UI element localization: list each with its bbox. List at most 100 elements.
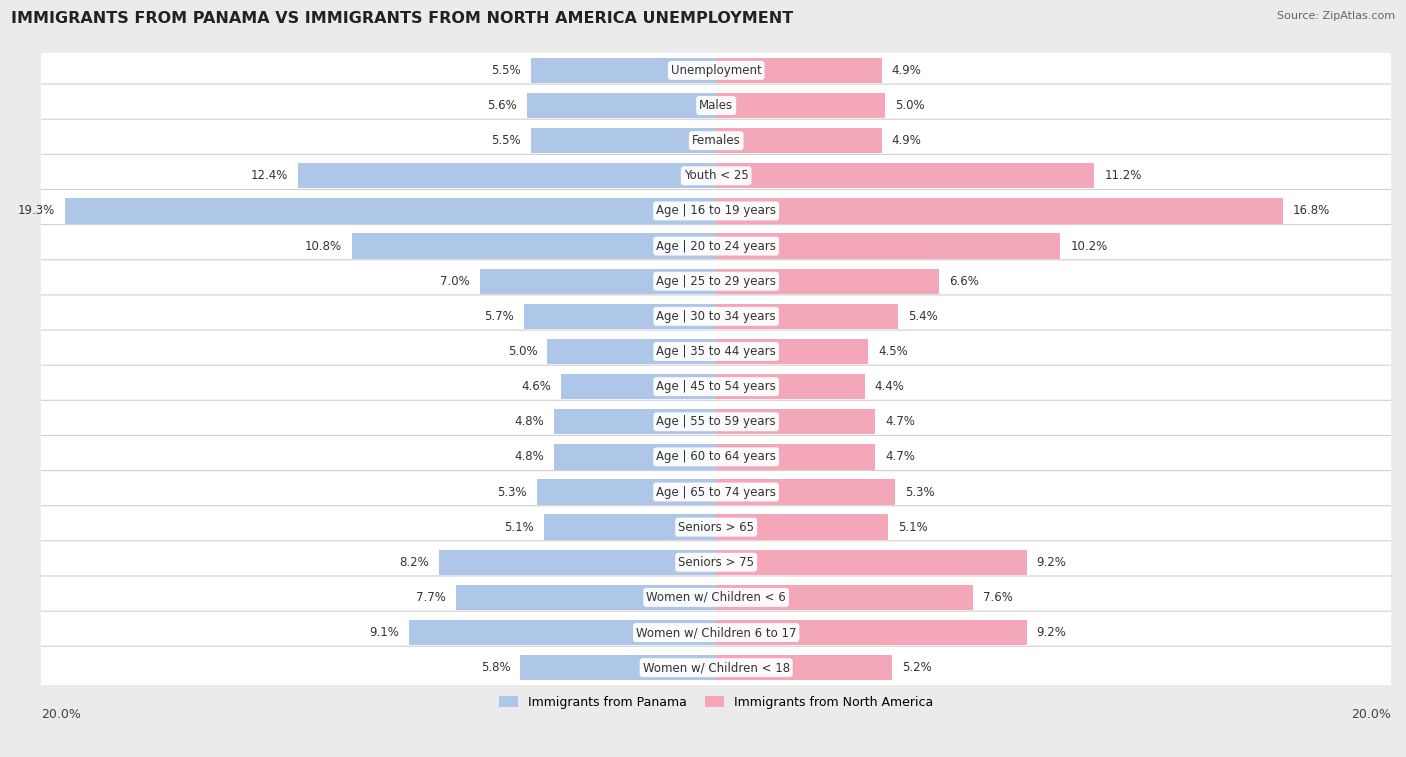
Bar <box>716 444 875 469</box>
FancyBboxPatch shape <box>37 295 1396 338</box>
Text: 4.6%: 4.6% <box>522 380 551 393</box>
Bar <box>716 584 973 610</box>
Text: 5.4%: 5.4% <box>908 310 938 322</box>
Text: 7.6%: 7.6% <box>983 591 1012 604</box>
Text: 5.5%: 5.5% <box>491 134 520 147</box>
Text: 5.7%: 5.7% <box>484 310 513 322</box>
Bar <box>440 550 716 575</box>
Bar <box>716 374 865 399</box>
Text: Age | 55 to 59 years: Age | 55 to 59 years <box>657 416 776 428</box>
Text: 5.1%: 5.1% <box>898 521 928 534</box>
FancyBboxPatch shape <box>37 365 1396 408</box>
Bar <box>409 620 716 645</box>
Text: 4.8%: 4.8% <box>515 450 544 463</box>
Text: 4.9%: 4.9% <box>891 134 921 147</box>
Text: Women w/ Children < 18: Women w/ Children < 18 <box>643 661 790 674</box>
Bar <box>561 374 716 399</box>
FancyBboxPatch shape <box>37 154 1396 198</box>
Bar <box>530 58 716 83</box>
Text: 20.0%: 20.0% <box>1351 708 1391 721</box>
Text: 12.4%: 12.4% <box>250 170 288 182</box>
Bar <box>524 304 716 329</box>
Bar <box>352 233 716 259</box>
FancyBboxPatch shape <box>37 540 1396 584</box>
Text: 5.5%: 5.5% <box>491 64 520 77</box>
Text: Women w/ Children < 6: Women w/ Children < 6 <box>647 591 786 604</box>
FancyBboxPatch shape <box>37 189 1396 232</box>
Text: Age | 60 to 64 years: Age | 60 to 64 years <box>657 450 776 463</box>
Text: 5.0%: 5.0% <box>896 99 925 112</box>
Bar <box>544 515 716 540</box>
Text: 4.7%: 4.7% <box>884 416 915 428</box>
Bar <box>716 58 882 83</box>
Bar <box>716 339 868 364</box>
Text: Seniors > 75: Seniors > 75 <box>678 556 754 569</box>
FancyBboxPatch shape <box>37 471 1396 513</box>
Bar <box>530 128 716 154</box>
Bar <box>554 409 716 435</box>
Bar <box>527 93 716 118</box>
Text: 4.7%: 4.7% <box>884 450 915 463</box>
Text: 5.3%: 5.3% <box>905 485 935 499</box>
Bar <box>716 164 1094 188</box>
Text: 19.3%: 19.3% <box>18 204 55 217</box>
Text: 11.2%: 11.2% <box>1104 170 1142 182</box>
Bar <box>716 128 882 154</box>
Text: 4.4%: 4.4% <box>875 380 904 393</box>
FancyBboxPatch shape <box>37 435 1396 478</box>
Bar <box>716 655 891 681</box>
Text: 5.3%: 5.3% <box>498 485 527 499</box>
Text: Unemployment: Unemployment <box>671 64 762 77</box>
Text: Age | 35 to 44 years: Age | 35 to 44 years <box>657 345 776 358</box>
Text: 10.2%: 10.2% <box>1070 239 1108 253</box>
FancyBboxPatch shape <box>37 611 1396 654</box>
Bar <box>716 93 884 118</box>
Bar <box>554 444 716 469</box>
Text: Age | 16 to 19 years: Age | 16 to 19 years <box>657 204 776 217</box>
Text: Age | 25 to 29 years: Age | 25 to 29 years <box>657 275 776 288</box>
Text: 7.0%: 7.0% <box>440 275 470 288</box>
FancyBboxPatch shape <box>37 330 1396 373</box>
Bar <box>65 198 716 223</box>
Text: Women w/ Children 6 to 17: Women w/ Children 6 to 17 <box>636 626 796 639</box>
Text: Age | 65 to 74 years: Age | 65 to 74 years <box>657 485 776 499</box>
FancyBboxPatch shape <box>37 260 1396 303</box>
Text: 7.7%: 7.7% <box>416 591 446 604</box>
Bar <box>716 233 1060 259</box>
Text: Females: Females <box>692 134 741 147</box>
FancyBboxPatch shape <box>37 120 1396 162</box>
Bar <box>716 620 1026 645</box>
Legend: Immigrants from Panama, Immigrants from North America: Immigrants from Panama, Immigrants from … <box>494 691 938 714</box>
Text: 16.8%: 16.8% <box>1294 204 1330 217</box>
Text: 5.0%: 5.0% <box>508 345 537 358</box>
Text: 9.2%: 9.2% <box>1036 626 1067 639</box>
FancyBboxPatch shape <box>37 84 1396 127</box>
Bar <box>716 409 875 435</box>
Text: 20.0%: 20.0% <box>41 708 82 721</box>
FancyBboxPatch shape <box>37 225 1396 267</box>
Bar <box>716 479 896 505</box>
Text: 9.2%: 9.2% <box>1036 556 1067 569</box>
FancyBboxPatch shape <box>37 49 1396 92</box>
Text: Age | 20 to 24 years: Age | 20 to 24 years <box>657 239 776 253</box>
Bar <box>716 269 939 294</box>
FancyBboxPatch shape <box>37 576 1396 618</box>
Text: IMMIGRANTS FROM PANAMA VS IMMIGRANTS FROM NORTH AMERICA UNEMPLOYMENT: IMMIGRANTS FROM PANAMA VS IMMIGRANTS FRO… <box>11 11 793 26</box>
Text: Age | 45 to 54 years: Age | 45 to 54 years <box>657 380 776 393</box>
Text: Seniors > 65: Seniors > 65 <box>678 521 754 534</box>
Text: 10.8%: 10.8% <box>305 239 342 253</box>
Bar <box>716 550 1026 575</box>
Text: 5.8%: 5.8% <box>481 661 510 674</box>
FancyBboxPatch shape <box>37 646 1396 689</box>
Bar <box>457 584 716 610</box>
Bar <box>537 479 716 505</box>
FancyBboxPatch shape <box>37 400 1396 443</box>
Text: Source: ZipAtlas.com: Source: ZipAtlas.com <box>1277 11 1395 21</box>
Text: 5.6%: 5.6% <box>488 99 517 112</box>
Text: 4.9%: 4.9% <box>891 64 921 77</box>
Bar <box>298 164 716 188</box>
FancyBboxPatch shape <box>37 506 1396 549</box>
Bar <box>547 339 716 364</box>
Text: 9.1%: 9.1% <box>370 626 399 639</box>
Text: 6.6%: 6.6% <box>949 275 979 288</box>
